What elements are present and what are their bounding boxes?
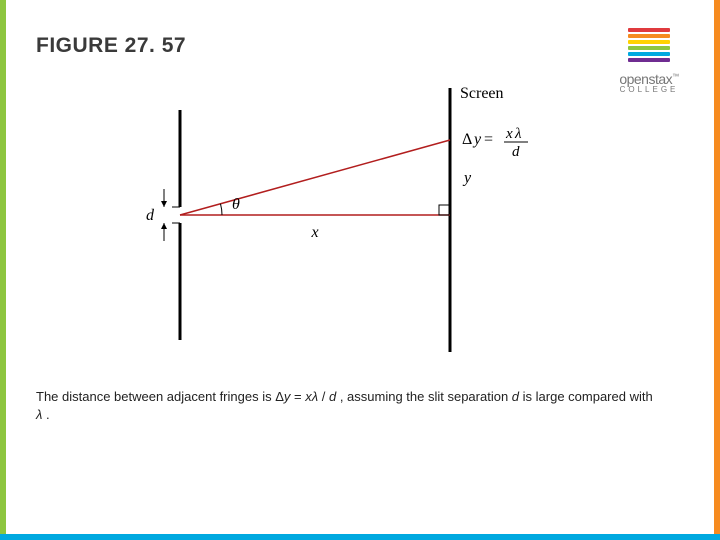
border-left xyxy=(0,0,6,540)
caption-pre: The distance between adjacent fringes is… xyxy=(36,389,284,404)
svg-text:λ: λ xyxy=(514,126,522,142)
caption-mid: , assuming the slit separation xyxy=(336,389,512,404)
caption-eq: = xyxy=(290,389,305,404)
svg-text:x: x xyxy=(505,126,513,142)
caption-slash: / xyxy=(318,389,329,404)
page: FIGURE 27. 57 openstax™ COLLEGE d Screen θ… xyxy=(0,0,720,540)
border-bottom xyxy=(0,534,720,540)
svg-text:=: = xyxy=(484,131,493,148)
svg-text:y: y xyxy=(472,131,482,148)
svg-text:θ: θ xyxy=(232,196,240,213)
figure-caption: The distance between adjacent fringes is… xyxy=(36,388,660,423)
logo-bars-icon xyxy=(628,28,670,64)
caption-d2: d xyxy=(512,389,519,404)
openstax-logo: openstax™ COLLEGE xyxy=(604,28,694,94)
caption-post1: is large compared with xyxy=(519,389,653,404)
svg-text:Screen: Screen xyxy=(460,85,504,102)
svg-text:y: y xyxy=(462,170,472,187)
border-right xyxy=(714,0,720,540)
caption-post2: . xyxy=(42,407,49,422)
logo-subtitle: COLLEGE xyxy=(604,85,694,94)
svg-text:d: d xyxy=(512,144,520,160)
figure-title: FIGURE 27. 57 xyxy=(36,34,186,58)
double-slit-diagram: dScreenθxyΔy =xλd xyxy=(120,80,540,360)
svg-text:Δ: Δ xyxy=(462,131,472,148)
svg-text:x: x xyxy=(310,224,318,241)
diagram-svg: dScreenθxyΔy =xλd xyxy=(120,80,540,360)
logo-tm: ™ xyxy=(672,73,679,80)
svg-text:d: d xyxy=(146,207,155,224)
